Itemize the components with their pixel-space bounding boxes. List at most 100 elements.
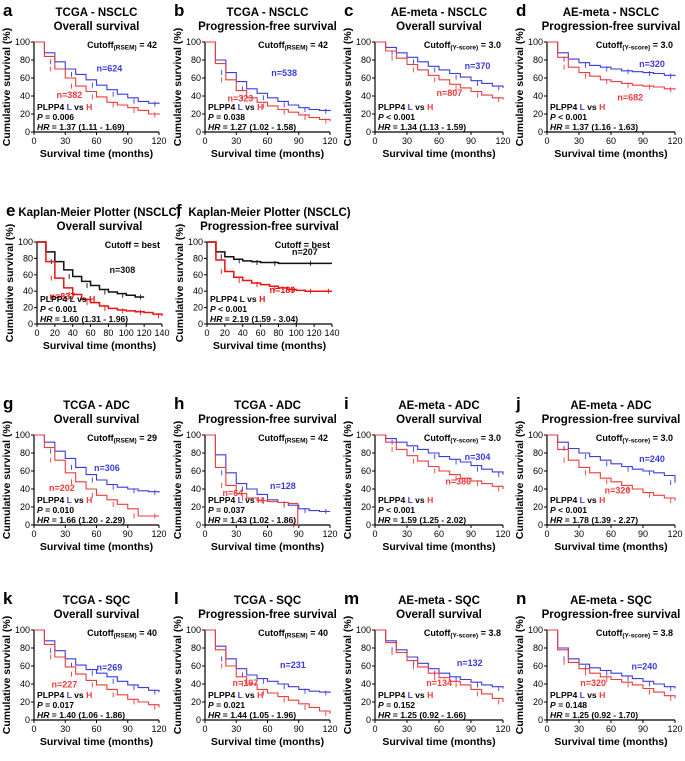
n-low-label: n=624 <box>97 64 123 74</box>
x-tick-label: 30 <box>231 724 241 734</box>
y-tick-label: 100 <box>186 430 201 440</box>
stats-hr-symbol: HR <box>550 710 563 720</box>
y-axis-label: Cumulative survival (%) <box>514 421 526 539</box>
survival-curve-H <box>34 41 160 115</box>
y-tick-label: 40 <box>20 484 30 494</box>
cutoff-value: = 40 <box>308 628 328 638</box>
survival-curve-H <box>375 629 504 702</box>
panel-letter: i <box>344 394 349 413</box>
y-tick-label: 0 <box>366 520 371 530</box>
y-tick-label: 0 <box>196 127 201 137</box>
stats-p-value: P = 0.006 <box>37 112 74 122</box>
survival-curve-H <box>205 41 331 122</box>
stats-vs: vs <box>243 102 257 112</box>
y-tick-label: 0 <box>538 715 543 725</box>
y-tick-label: 100 <box>356 430 371 440</box>
stats-p-text: < 0.001 <box>216 304 248 314</box>
y-tick-label: 0 <box>28 319 33 329</box>
stats-hr-symbol: HR <box>378 122 391 132</box>
chart-title-line: AE-meta - ADC <box>398 400 479 412</box>
y-axis-label: Cumulative survival (%) <box>1 421 13 539</box>
chart-title-line: Overall survival <box>54 414 140 426</box>
cutoff-value: = 3.0 <box>478 433 501 443</box>
cutoff-label: Cutoff(RSEM) = 42 <box>258 433 328 445</box>
stats-p-text: = 0.010 <box>43 505 75 515</box>
stats-p-symbol: P <box>378 112 384 122</box>
y-tick-label: 80 <box>191 55 201 65</box>
x-tick-label: 30 <box>402 529 412 539</box>
stats-p-value: P < 0.001 <box>40 304 77 314</box>
y-tick-label: 100 <box>186 625 201 635</box>
stats-comparison: PLPP4 L vs H <box>37 495 92 505</box>
x-tick-label: 30 <box>574 724 584 734</box>
x-axis-label: Survival time (months) <box>382 736 495 748</box>
panel-letter: a <box>3 1 13 20</box>
y-tick-label: 80 <box>23 253 33 263</box>
stats-p-symbol: P <box>37 112 43 122</box>
chart-title-line: Overall survival <box>396 414 482 426</box>
cutoff-value: = 42 <box>308 433 328 443</box>
y-tick-label: 40 <box>361 484 371 494</box>
chart-title-line: AE-meta - ADC <box>570 400 651 412</box>
y-tick-label: 100 <box>186 37 201 47</box>
stats-p-text: = 0.006 <box>43 112 75 122</box>
stats-hr-symbol: HR <box>40 314 53 324</box>
panel-letter: b <box>174 1 184 20</box>
stats-p-value: P = 0.038 <box>208 112 245 122</box>
x-axis-label: Survival time (months) <box>554 541 667 553</box>
x-tick-label: 0 <box>544 724 549 734</box>
x-tick-label: 60 <box>262 136 272 146</box>
stats-p-symbol: P <box>378 700 384 710</box>
x-axis-label: Survival time (months) <box>211 736 324 748</box>
y-tick-label: 40 <box>191 91 201 101</box>
x-tick-label: 120 <box>322 724 337 734</box>
x-tick-label: 30 <box>60 724 70 734</box>
x-tick-label: 120 <box>667 529 682 539</box>
cutoff-prefix: Cutoff <box>258 628 285 638</box>
x-tick-label: 90 <box>294 529 304 539</box>
y-tick-label: 0 <box>196 715 201 725</box>
stats-gene: PLPP4 <box>378 495 408 505</box>
stats-hr-symbol: HR <box>208 710 221 720</box>
stats-hazard-ratio: HR = 1.37 (1.16 - 1.63) <box>550 122 638 132</box>
n-high-label: n=189 <box>270 285 296 295</box>
stats-p-symbol: P <box>550 700 556 710</box>
y-tick-label: 60 <box>361 466 371 476</box>
stats-hazard-ratio: HR = 1.44 (1.05 - 1.96) <box>208 710 296 720</box>
y-tick-label: 80 <box>20 55 30 65</box>
stats-low: L <box>408 495 413 505</box>
cutoff-label: Cutoff = best <box>275 240 330 250</box>
n-low-label: n=240 <box>631 662 657 672</box>
survival-curve-H <box>375 41 504 100</box>
x-axis-label: Survival time (months) <box>213 340 326 352</box>
n-low-label: n=240 <box>639 454 665 464</box>
y-tick-label: 60 <box>533 661 543 671</box>
cutoff-label: Cutoff(Y-score) = 3.8 <box>596 628 673 640</box>
stats-high: H <box>599 102 605 112</box>
x-axis-label: Survival time (months) <box>554 736 667 748</box>
chart-title-line: TCGA - NSCLC <box>56 7 138 19</box>
chart-title-line: Kaplan-Meier Plotter (NSCLC) <box>18 207 180 219</box>
stats-high: H <box>89 294 95 304</box>
y-tick-label: 0 <box>366 715 371 725</box>
y-tick-label: 100 <box>528 430 543 440</box>
n-low-label: n=538 <box>271 68 297 78</box>
cutoff-prefix: Cutoff <box>87 433 114 443</box>
x-tick-label: 60 <box>606 136 616 146</box>
x-tick-label: 90 <box>638 529 648 539</box>
x-tick-label: 30 <box>231 529 241 539</box>
y-tick-label: 80 <box>533 448 543 458</box>
stats-hr-symbol: HR <box>378 710 391 720</box>
n-low-label: n=320 <box>639 59 665 69</box>
stats-hazard-ratio: HR = 2.19 (1.59 - 3.04) <box>210 314 298 324</box>
y-axis-label: Cumulative survival (%) <box>514 616 526 734</box>
stats-p-symbol: P <box>208 112 214 122</box>
stats-low: L <box>67 102 72 112</box>
stats-p-text: < 0.001 <box>46 304 78 314</box>
x-tick-label: 40 <box>68 328 78 338</box>
stats-p-text: = 0.152 <box>384 700 416 710</box>
stats-vs: vs <box>72 690 86 700</box>
y-tick-label: 40 <box>361 91 371 101</box>
y-axis-label: Cumulative survival (%) <box>4 224 16 342</box>
stats-gene: PLPP4 <box>210 294 240 304</box>
